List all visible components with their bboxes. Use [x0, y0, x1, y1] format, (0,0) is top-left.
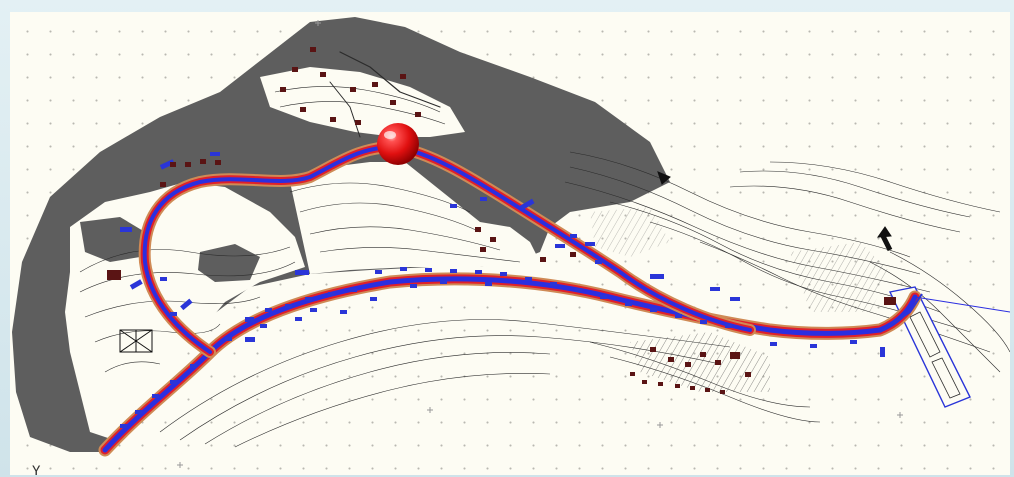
grid-crosshairs	[177, 20, 903, 468]
hatched-areas	[590, 207, 890, 392]
buildings-layer	[107, 47, 896, 394]
annotation-markers	[120, 152, 885, 428]
pylon-icon	[119, 329, 153, 353]
road-junction-east	[879, 293, 923, 333]
terrain-layer	[12, 17, 670, 452]
site-plan-svg	[12, 17, 1010, 468]
north-arrow-icon	[876, 226, 893, 252]
parking-area	[888, 286, 971, 408]
lake-mid	[198, 244, 260, 282]
ucs-y-axis-label: Y	[32, 464, 41, 475]
contours-layer	[79, 86, 1010, 448]
cad-symbols	[119, 171, 923, 353]
contour-region-north	[260, 67, 465, 137]
road-connector-east	[914, 296, 1010, 313]
triangle-marker-icon	[657, 171, 671, 185]
contour-region-center	[290, 162, 540, 274]
cad-drawing-canvas[interactable]: Y	[10, 12, 1010, 475]
red-sphere-icon[interactable]	[377, 123, 419, 165]
